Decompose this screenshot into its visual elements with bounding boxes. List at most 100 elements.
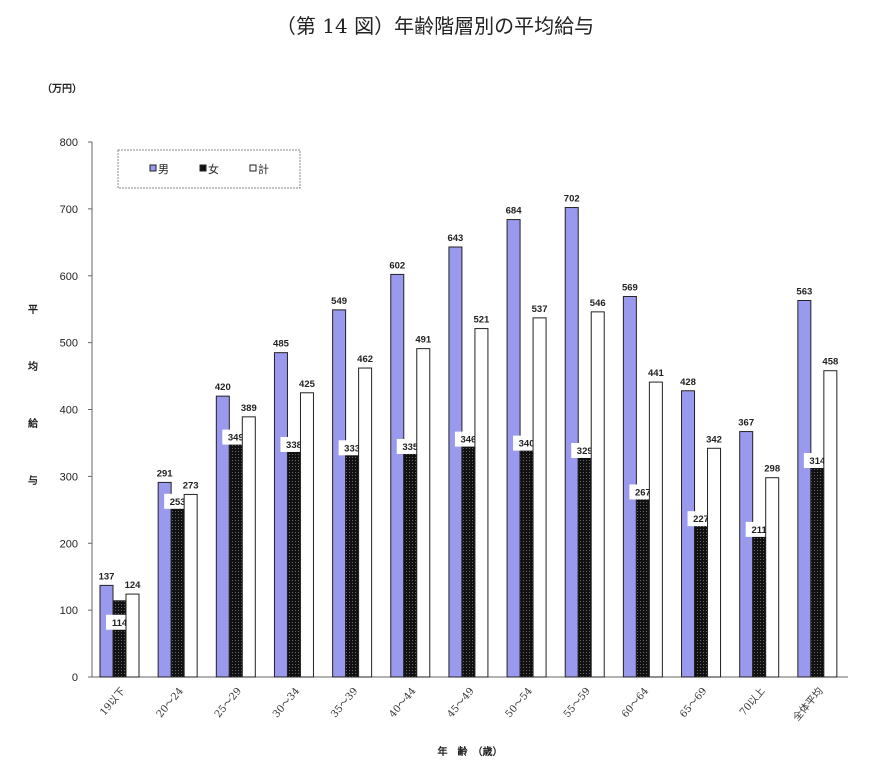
data-label: 314 [809, 456, 826, 467]
data-label: 441 [648, 368, 665, 379]
x-tick-label: 40～44 [387, 686, 418, 720]
x-tick-label: 全体平均 [790, 685, 826, 724]
data-label: 291 [157, 468, 174, 479]
bar-女 [228, 443, 243, 678]
bar-計 [241, 416, 256, 678]
bar-計 [707, 447, 722, 678]
bar-計 [125, 593, 140, 678]
bar-女 [577, 456, 592, 678]
data-label: 537 [532, 304, 548, 315]
bar-男 [157, 481, 172, 678]
data-label: 124 [125, 580, 142, 591]
bar-計 [416, 348, 431, 678]
bar-計 [532, 317, 547, 678]
bar-男 [332, 309, 347, 678]
bar-計 [358, 367, 373, 678]
data-label: 253 [170, 497, 186, 508]
data-label: 569 [622, 282, 638, 293]
bar-女 [170, 507, 185, 678]
y-tick-label: 800 [60, 137, 78, 149]
data-label: 428 [680, 377, 696, 388]
bar-男 [797, 299, 812, 678]
bar-女 [519, 449, 534, 678]
bar-計 [765, 477, 780, 678]
data-label: 643 [447, 233, 463, 244]
x-tick-label: 19以下 [98, 686, 127, 718]
data-label: 563 [796, 286, 812, 297]
data-label: 425 [299, 379, 316, 390]
data-label: 462 [357, 354, 373, 365]
bar-男 [739, 431, 754, 678]
legend-swatch [199, 164, 207, 172]
bar-計 [823, 370, 838, 678]
x-tick-label: 20～24 [155, 686, 186, 720]
bar-女 [694, 524, 709, 678]
y-axis-label-char: 平 [28, 304, 38, 316]
x-tick-label: 55～59 [562, 686, 593, 720]
bar-男 [273, 352, 288, 678]
data-label: 273 [183, 480, 199, 491]
y-tick-label: 100 [60, 605, 78, 617]
data-label: 420 [215, 382, 231, 393]
bar-計 [474, 328, 489, 678]
x-tick-label: 70以上 [737, 685, 767, 718]
legend-swatch [249, 164, 257, 172]
bar-男 [390, 273, 405, 678]
bar-女 [635, 497, 650, 678]
x-axis-label: 年 齢 （歳） [438, 745, 503, 758]
data-label: 211 [752, 525, 768, 536]
bar-計 [590, 311, 605, 678]
data-label: 342 [706, 434, 722, 445]
data-label: 329 [577, 446, 593, 457]
data-label: 602 [389, 260, 405, 271]
legend-label: 男 [158, 164, 169, 176]
legend-label: 計 [258, 162, 269, 176]
data-label: 227 [693, 514, 709, 525]
x-tick-label: 25～29 [213, 686, 244, 720]
bar-女 [810, 466, 825, 678]
bar-男 [564, 207, 579, 678]
x-tick-label: 35～39 [329, 686, 360, 720]
x-tick-label: 65～69 [678, 686, 709, 720]
bar-計 [299, 392, 314, 678]
legend-box [117, 149, 301, 189]
y-axis-label-char: 与 [28, 474, 38, 487]
legend: 男女計 [117, 149, 301, 189]
data-label: 338 [286, 440, 302, 451]
legend-swatch [149, 164, 157, 172]
y-tick-label: 200 [60, 538, 78, 550]
chart-title: （第 14 図）年齢階層別の平均給与 [275, 14, 595, 38]
y-tick-label: 700 [60, 204, 78, 216]
data-label: 491 [415, 335, 432, 346]
data-label: 546 [590, 298, 606, 309]
bar-男 [448, 246, 463, 678]
bar-女 [345, 453, 360, 678]
bar-女 [403, 452, 418, 678]
legend-label: 女 [208, 162, 219, 176]
bar-女 [112, 600, 127, 678]
bar-男 [681, 390, 696, 678]
bar-女 [461, 445, 476, 678]
data-label: 335 [402, 442, 419, 453]
data-label: 267 [635, 487, 651, 498]
bar-計 [648, 381, 663, 678]
data-label: 549 [331, 296, 347, 307]
bar-女 [286, 450, 301, 678]
data-label: 349 [228, 433, 244, 444]
bar-計 [183, 493, 198, 678]
y-axis-label-char: 給 [28, 417, 39, 430]
y-axis-label-char: 均 [28, 360, 38, 373]
bar-女 [752, 535, 767, 678]
data-label: 367 [738, 418, 754, 429]
data-label: 333 [344, 443, 360, 454]
data-label: 340 [519, 439, 535, 450]
x-tick-label: 30～34 [271, 686, 302, 720]
data-label: 137 [99, 571, 115, 582]
x-tick-label: 60～64 [620, 686, 651, 720]
data-label: 521 [473, 315, 490, 326]
data-label: 346 [460, 435, 476, 446]
data-label: 114 [112, 618, 128, 629]
data-label: 684 [506, 206, 523, 217]
y-tick-label: 500 [60, 338, 78, 350]
